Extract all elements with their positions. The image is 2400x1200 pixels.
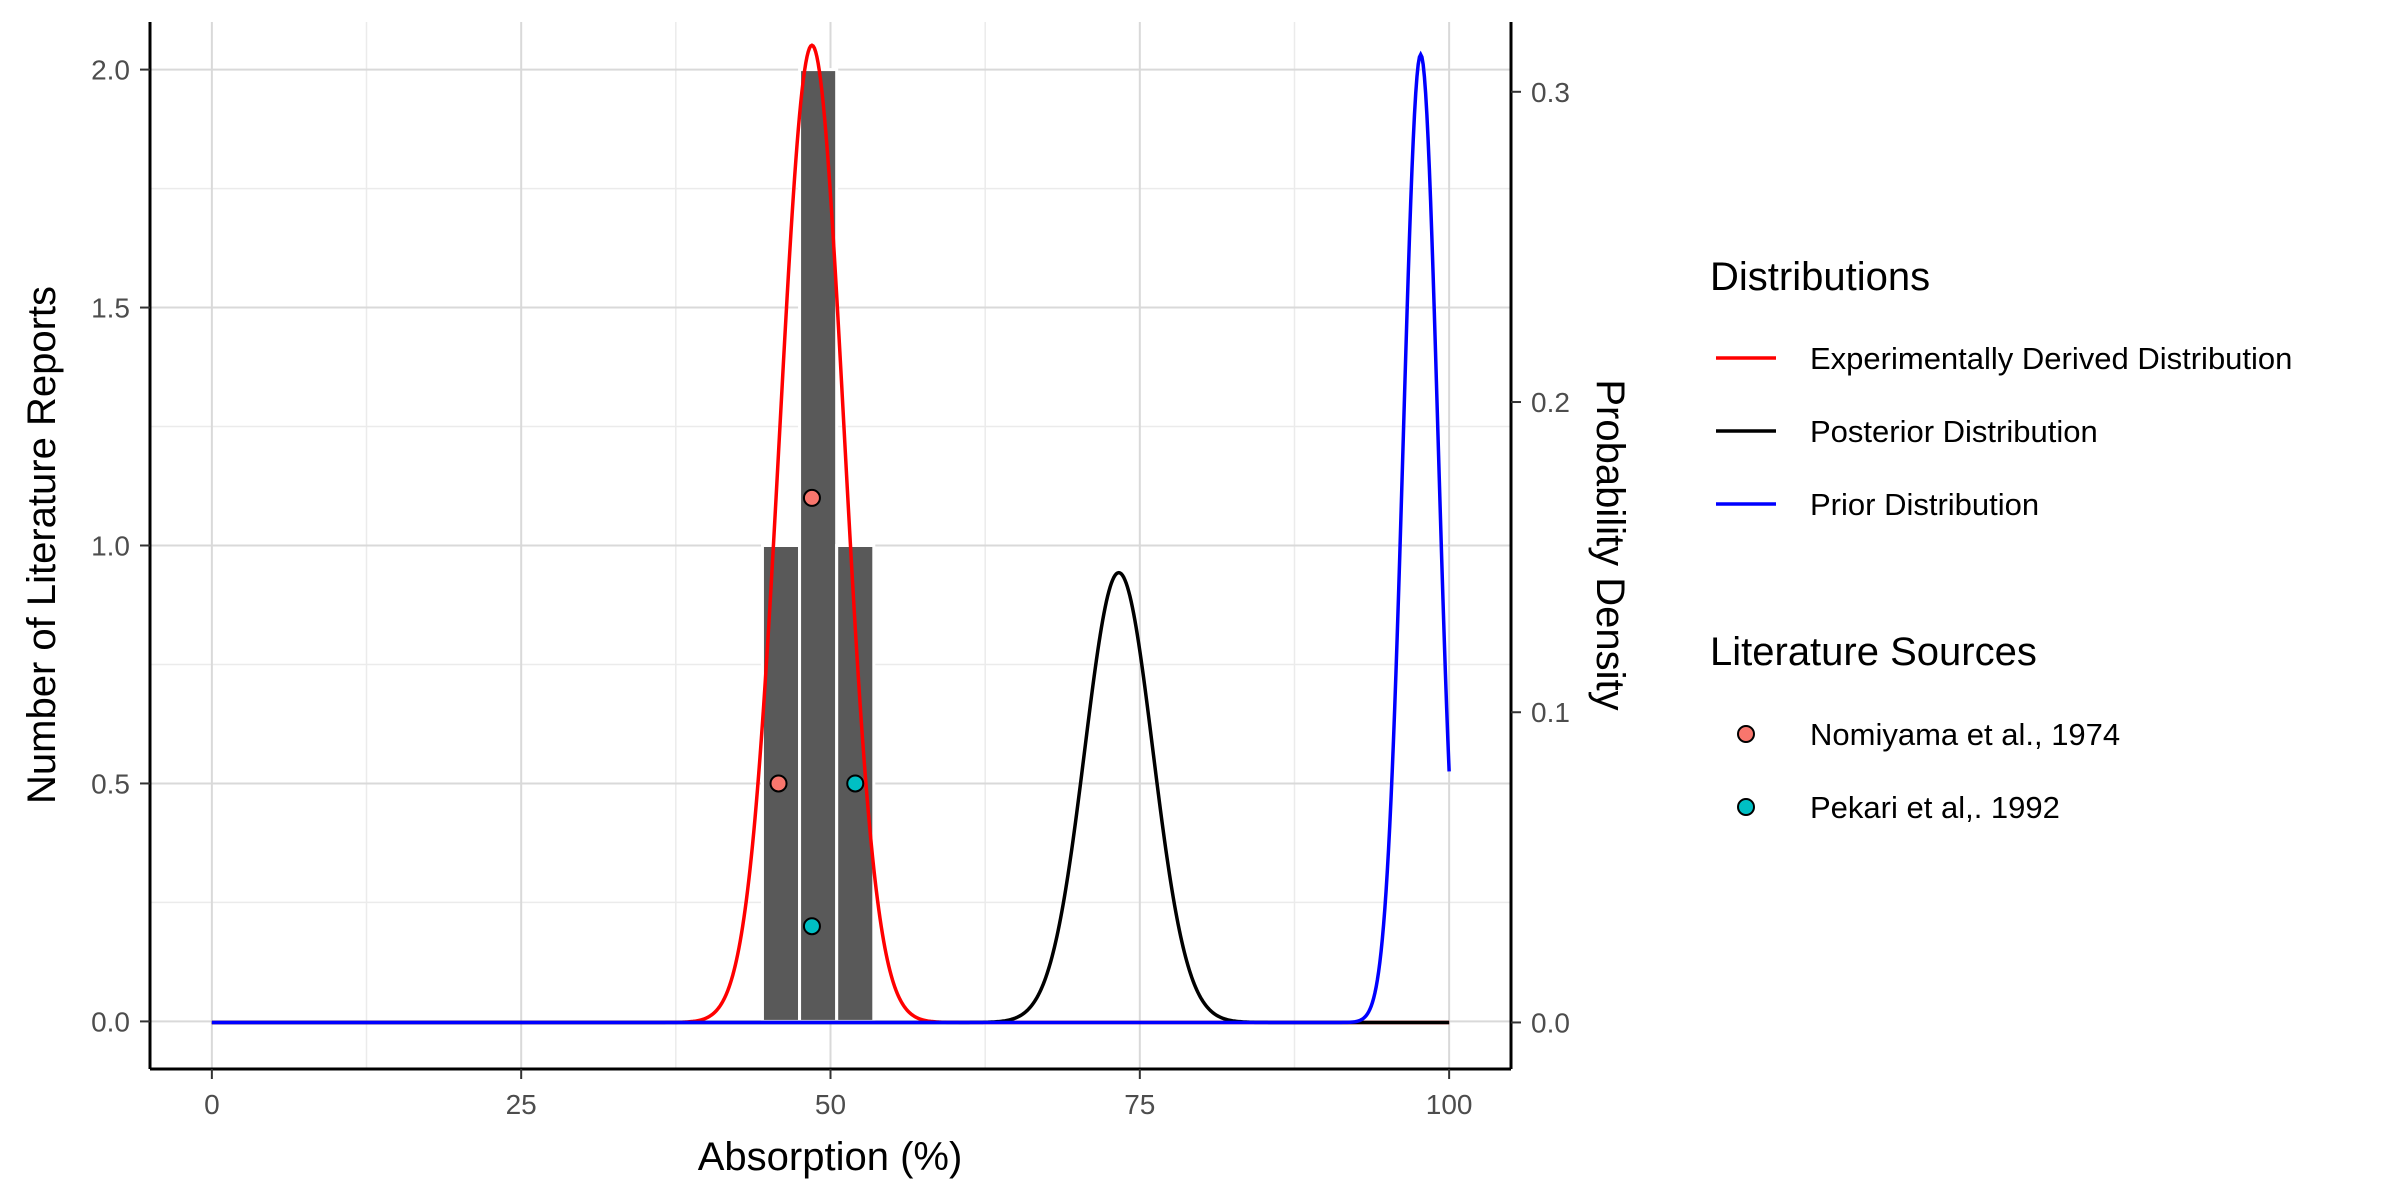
literature-point <box>769 774 788 793</box>
legend-sources-title: Literature Sources <box>1710 630 2037 674</box>
literature-point <box>802 917 821 936</box>
legend-distributions-title: Distributions <box>1710 255 1930 299</box>
y2-tick-label: 0.0 <box>1531 1007 1570 1038</box>
histogram-bars <box>760 68 876 1023</box>
legend-label: Posterior Distribution <box>1810 414 2098 449</box>
legend-key-point <box>1737 798 1755 816</box>
x-tick-label: 50 <box>815 1089 846 1120</box>
y2-tick-label: 0.2 <box>1531 387 1570 418</box>
x-tick-label: 100 <box>1426 1089 1473 1120</box>
y2-tick-label: 0.1 <box>1531 697 1570 728</box>
y-axis-title: Number of Literature Reports <box>20 286 64 804</box>
y-tick-label: 0.5 <box>91 768 130 799</box>
literature-point <box>802 488 821 507</box>
axis-ticks: 0 25 50 75 100 0.0 0.5 1.0 1.5 2.0 0.0 0.1 0.2 0.3 <box>91 55 1570 1120</box>
x-axis-title: Absorption (%) <box>698 1135 963 1179</box>
legend-label: Pekari et al,. 1992 <box>1810 790 2060 825</box>
density-curves <box>211 43 1451 1025</box>
legend-distributions: Distributions Experimentally Derived Dis… <box>1710 255 2292 522</box>
x-tick-label: 25 <box>506 1089 537 1120</box>
x-tick-label: 0 <box>204 1089 220 1120</box>
y2-tick-label: 0.3 <box>1531 77 1570 108</box>
y-tick-label: 2.0 <box>91 55 130 86</box>
literature-points <box>769 488 865 936</box>
y-tick-label: 1.0 <box>91 531 130 562</box>
y-tick-label: 0.0 <box>91 1006 130 1037</box>
x-tick-label: 75 <box>1124 1089 1155 1120</box>
legend-label: Prior Distribution <box>1810 487 2039 522</box>
y2-axis-title: Probability Density <box>1588 379 1632 710</box>
literature-point <box>846 774 865 793</box>
legend-key-point <box>1737 725 1755 743</box>
density-curve <box>211 50 1451 1025</box>
legend-label: Experimentally Derived Distribution <box>1810 341 2292 376</box>
legend-label: Nomiyama et al., 1974 <box>1810 717 2120 752</box>
legend-sources: Literature Sources Nomiyama et al., 1974… <box>1710 630 2120 825</box>
y-tick-label: 1.5 <box>91 293 130 324</box>
